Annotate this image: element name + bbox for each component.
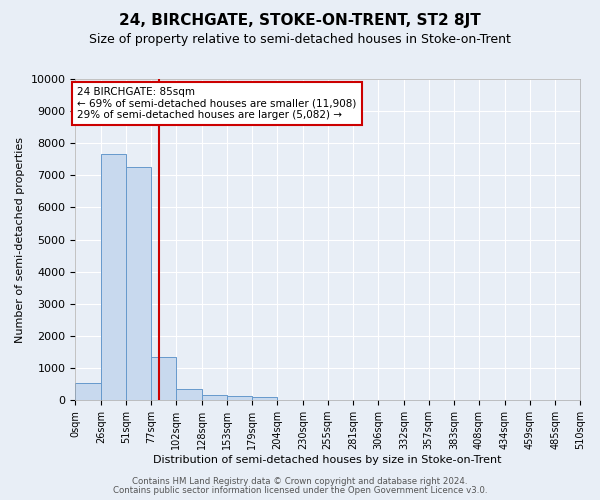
Bar (253, 398, 277, 400)
Text: 24 BIRCHGATE: 85sqm
← 69% of semi-detached houses are smaller (11,908)
29% of se: 24 BIRCHGATE: 85sqm ← 69% of semi-detach… (77, 87, 356, 120)
Bar (75, 383, 101, 400)
Text: Size of property relative to semi-detached houses in Stoke-on-Trent: Size of property relative to semi-detach… (89, 32, 511, 46)
Bar (151, 357, 176, 400)
Bar (176, 390, 202, 400)
Bar (126, 168, 151, 400)
Bar (202, 396, 227, 400)
Bar (101, 154, 126, 400)
Y-axis label: Number of semi-detached properties: Number of semi-detached properties (15, 136, 25, 342)
Text: Contains HM Land Registry data © Crown copyright and database right 2024.: Contains HM Land Registry data © Crown c… (132, 477, 468, 486)
Bar (227, 396, 253, 400)
Text: 24, BIRCHGATE, STOKE-ON-TRENT, ST2 8JT: 24, BIRCHGATE, STOKE-ON-TRENT, ST2 8JT (119, 12, 481, 28)
X-axis label: Distribution of semi-detached houses by size in Stoke-on-Trent: Distribution of semi-detached houses by … (154, 455, 502, 465)
Text: Contains public sector information licensed under the Open Government Licence v3: Contains public sector information licen… (113, 486, 487, 495)
